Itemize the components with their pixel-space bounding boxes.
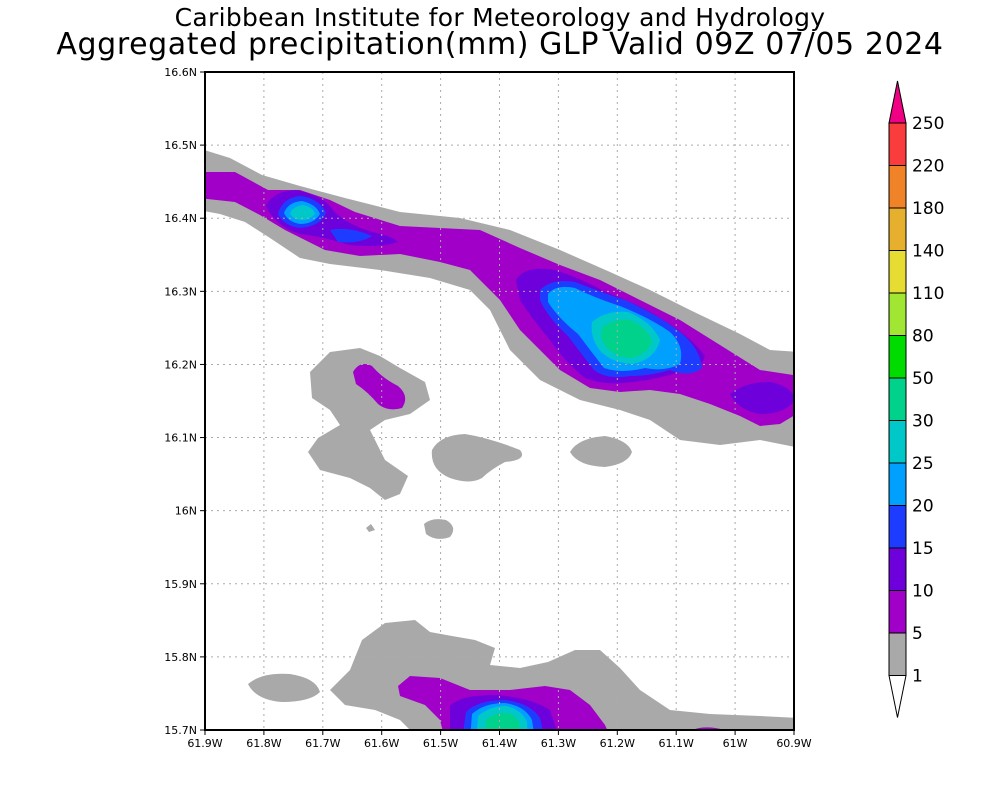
x-tick-label: 61.6W: [364, 737, 399, 750]
colorbar-level-label: 50: [912, 369, 934, 389]
colorbar-swatch: [888, 420, 907, 464]
colorbar-swatch: [888, 590, 907, 634]
colorbar-swatch: [888, 547, 907, 591]
central-cell-green: [601, 319, 652, 358]
y-tick-label: 16.3N: [164, 285, 197, 298]
x-tick-label: 61.9W: [187, 737, 222, 750]
central-cell-gray: [308, 348, 430, 500]
colorbar-level-label: 140: [912, 242, 944, 262]
eastern-cell-violet: [730, 382, 794, 414]
colorbar-lower-triangle: [888, 675, 907, 718]
northern-cell-blue-spur: [330, 228, 372, 243]
small-cell-gray-1: [431, 434, 523, 482]
colorbar-swatch: [888, 292, 907, 336]
latitude-axis: 15.7N 15.8N 15.9N 16N 16.1N 16.2N 16.3N 16.4N 16…: [164, 66, 205, 737]
colorbar-level-label: 5: [912, 624, 923, 644]
x-tick-label: 61.4W: [482, 737, 517, 750]
southern-cell-green: [485, 712, 520, 730]
product-title: Aggregated precipitation(mm) GLP Valid 0…: [56, 27, 944, 62]
y-tick-label: 16.4N: [164, 212, 197, 225]
colorbar-level-label: 220: [912, 157, 944, 177]
small-cell-gray-2: [570, 436, 632, 467]
y-tick-label: 16.2N: [164, 358, 197, 371]
colorbar-level-label: 25: [912, 454, 934, 474]
tiny-cell-gray: [366, 524, 375, 532]
x-tick-label: 61.8W: [246, 737, 281, 750]
longitude-axis: 61.9W 61.8W 61.7W 61.6W 61.5W 61.4W 61.3W 61.2W…: [187, 730, 812, 750]
colorbar-level-label: 1: [912, 667, 923, 687]
colorbar-level-label: 10: [912, 582, 934, 602]
colorbar-swatch: [888, 207, 907, 251]
colorbar-level-label: 110: [912, 284, 944, 304]
colorbar-swatch: [888, 377, 907, 421]
x-tick-label: 61W: [723, 737, 748, 750]
colorbar-swatch: [888, 250, 907, 294]
y-tick-label: 15.8N: [164, 651, 197, 664]
institute-title: Caribbean Institute for Meteorology and …: [174, 3, 826, 32]
x-tick-label: 61.5W: [423, 737, 458, 750]
colorbar-swatch: [888, 165, 907, 209]
x-tick-label: 61.3W: [541, 737, 576, 750]
west-cell-gray: [248, 673, 320, 702]
colorbar-swatch: [888, 462, 907, 506]
y-tick-label: 16.5N: [164, 139, 197, 152]
y-tick-label: 16.1N: [164, 432, 197, 445]
colorbar-level-label: 30: [912, 412, 934, 432]
colorbar-swatch: [888, 632, 907, 676]
lat-lon-grid: [205, 72, 794, 730]
y-tick-label: 16N: [175, 505, 197, 518]
precip-30-50mm-areas: [485, 319, 652, 730]
colorbar-upper-triangle: [888, 80, 907, 124]
colorbar-swatch: [888, 505, 907, 549]
small-cell-gray-3: [424, 519, 454, 539]
x-tick-label: 61.7W: [305, 737, 340, 750]
y-tick-label: 15.9N: [164, 578, 197, 591]
colorbar-level-label: 20: [912, 497, 934, 517]
y-tick-label: 15.7N: [164, 724, 197, 737]
x-tick-label: 60.9W: [776, 737, 811, 750]
y-tick-label: 16.6N: [164, 66, 197, 79]
x-tick-label: 61.1W: [659, 737, 694, 750]
colorbar-swatch: [888, 122, 907, 166]
central-cell-purple: [353, 364, 406, 410]
colorbar-swatch: [888, 335, 907, 379]
colorbar-level-label: 80: [912, 327, 934, 347]
colorbar-level-label: 250: [912, 114, 944, 134]
colorbar-level-label: 180: [912, 199, 944, 219]
colorbar-level-label: 15: [912, 539, 934, 559]
x-tick-label: 61.2W: [600, 737, 635, 750]
northern-cell-teal: [290, 205, 315, 220]
